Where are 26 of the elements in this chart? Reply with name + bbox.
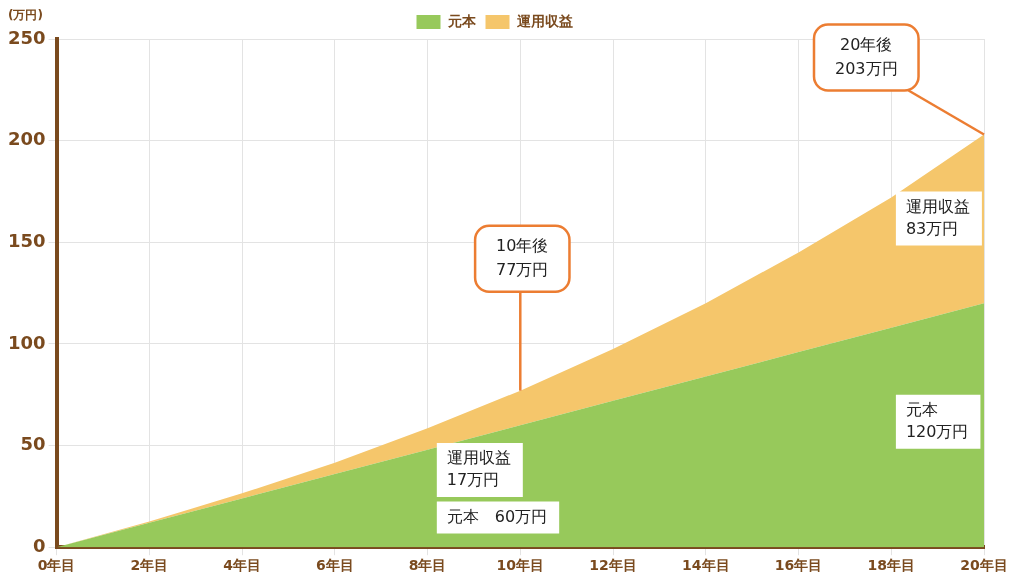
x-tick-label: 12年目 [589,557,637,574]
y-tick-label: 150 [8,229,46,251]
x-tick-label: 14年目 [682,557,730,574]
x-tick-label: 16年目 [774,557,823,574]
x-tick-label: 0年目 [37,557,76,574]
legend-label: 元本 [446,12,477,29]
annotation: 元本 60万円 [446,506,548,526]
annotation: 運用収益 17万円 [446,448,511,490]
y-tick-label: 250 [8,26,46,48]
annotation: 運用収益 83万円 [905,196,970,238]
x-tick-label: 2年目 [130,557,169,574]
y-tick-label: 200 [8,128,46,150]
y-tick-label: 50 [20,433,46,455]
x-tick-label: 18年目 [867,557,915,574]
x-tick-label: 20年目 [960,557,1008,574]
x-tick-label: 6年目 [315,557,354,574]
annotation: 10年後 77万円 [496,235,549,279]
y-axis-title: (万円) [8,8,43,23]
x-tick-label: 4年目 [223,557,261,574]
x-tick-label: 8年目 [408,557,447,574]
y-tick-label: 100 [8,331,46,353]
legend-label: 運用収益 [515,12,573,29]
y-tick-label: 0 [33,534,46,556]
x-tick-label: 10年目 [496,557,545,574]
annotation: 20年後 203万円 [835,34,898,78]
annotation: 元本 120万円 [905,399,969,441]
